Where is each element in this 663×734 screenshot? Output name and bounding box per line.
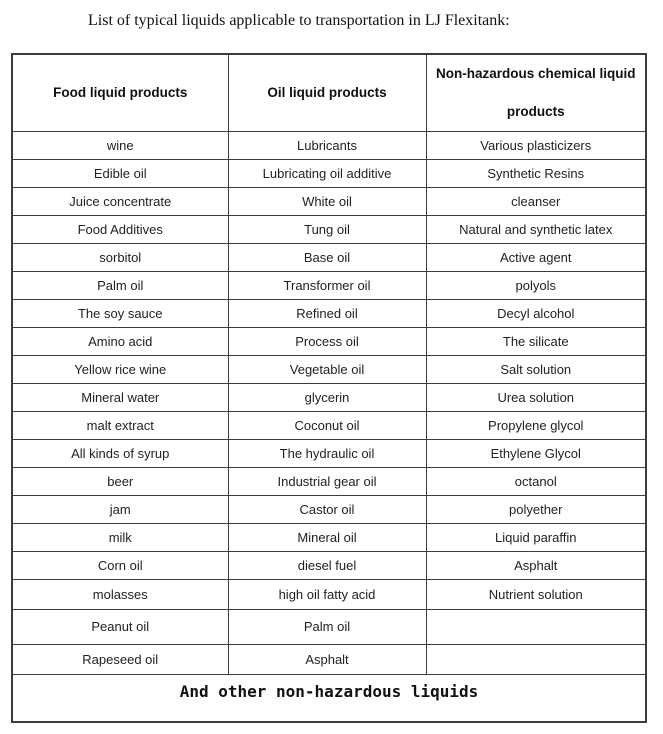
table-cell: Food Additives (11, 214, 229, 244)
table-cell: Lubricants (227, 130, 427, 160)
table-row: beer Industrial gear oil octanol (11, 466, 647, 496)
table-row: Edible oil Lubricating oil additive Synt… (11, 158, 647, 188)
table-cell: Nutrient solution (425, 578, 647, 610)
table-cell: Tung oil (227, 214, 427, 244)
table-row: Palm oil Transformer oil polyols (11, 270, 647, 300)
table-cell: All kinds of syrup (11, 438, 229, 468)
table-row: Food Additives Tung oil Natural and synt… (11, 214, 647, 244)
table-row: Amino acid Process oil The silicate (11, 326, 647, 356)
table-cell: Rapeseed oil (11, 643, 229, 675)
table-cell: Active agent (425, 242, 647, 272)
table-cell: Yellow rice wine (11, 354, 229, 384)
table-cell: Palm oil (227, 608, 427, 645)
table-cell: wine (11, 130, 229, 160)
table-cell: Synthetic Resins (425, 158, 647, 188)
table-cell: Amino acid (11, 326, 229, 356)
table-cell: Coconut oil (227, 410, 427, 440)
page-title: List of typical liquids applicable to tr… (88, 12, 510, 29)
table-cell: Corn oil (11, 550, 229, 580)
table-cell: milk (11, 522, 229, 552)
header-food-liquid-products: Food liquid products (11, 53, 229, 132)
table-row: wine Lubricants Various plasticizers (11, 130, 647, 160)
table-row: The soy sauce Refined oil Decyl alcohol (11, 298, 647, 328)
table-cell: malt extract (11, 410, 229, 440)
table-cell: Asphalt (425, 550, 647, 580)
table-cell: Process oil (227, 326, 427, 356)
table-cell: Mineral water (11, 382, 229, 412)
header-non-hazardous-chemical: Non-hazardous chemical liquid products (425, 53, 647, 132)
table-cell: The hydraulic oil (227, 438, 427, 468)
table-cell: Various plasticizers (425, 130, 647, 160)
table-cell: sorbitol (11, 242, 229, 272)
table-cell: Refined oil (227, 298, 427, 328)
table-cell (425, 643, 647, 675)
table-row: Juice concentrate White oil cleanser (11, 186, 647, 216)
table-cell: Juice concentrate (11, 186, 229, 216)
table-cell: Propylene glycol (425, 410, 647, 440)
table-cell: The silicate (425, 326, 647, 356)
table-cell: molasses (11, 578, 229, 610)
table-cell: Decyl alcohol (425, 298, 647, 328)
table-row: All kinds of syrup The hydraulic oil Eth… (11, 438, 647, 468)
table-row: jam Castor oil polyether (11, 494, 647, 524)
table-cell: glycerin (227, 382, 427, 412)
table-cell: Asphalt (227, 643, 427, 675)
table-row: milk Mineral oil Liquid paraffin (11, 522, 647, 552)
table-cell: Vegetable oil (227, 354, 427, 384)
table-row: Rapeseed oil Asphalt (11, 643, 647, 675)
table-cell: Peanut oil (11, 608, 229, 645)
table-footer-row: And other non-hazardous liquids (11, 673, 647, 723)
table-cell (425, 608, 647, 645)
table-row: Peanut oil Palm oil (11, 608, 647, 645)
table-row: Mineral water glycerin Urea solution (11, 382, 647, 412)
table-cell: White oil (227, 186, 427, 216)
table-cell: Edible oil (11, 158, 229, 188)
table-cell: Base oil (227, 242, 427, 272)
table-cell: Transformer oil (227, 270, 427, 300)
table-row: Yellow rice wine Vegetable oil Salt solu… (11, 354, 647, 384)
table-row: molasses high oil fatty acid Nutrient so… (11, 578, 647, 610)
table-cell: Salt solution (425, 354, 647, 384)
other-liquids-note: And other non-hazardous liquids (11, 673, 647, 723)
table-cell: octanol (425, 466, 647, 496)
table-cell: high oil fatty acid (227, 578, 427, 610)
table-cell: Castor oil (227, 494, 427, 524)
table-row: malt extract Coconut oil Propylene glyco… (11, 410, 647, 440)
header-oil-liquid-products: Oil liquid products (227, 53, 427, 132)
table-cell: polyether (425, 494, 647, 524)
table-cell: diesel fuel (227, 550, 427, 580)
table-cell: Industrial gear oil (227, 466, 427, 496)
table-cell: cleanser (425, 186, 647, 216)
table-cell: Urea solution (425, 382, 647, 412)
table-cell: Mineral oil (227, 522, 427, 552)
table-cell: Palm oil (11, 270, 229, 300)
table-row: Corn oil diesel fuel Asphalt (11, 550, 647, 580)
liquids-table: Food liquid products Oil liquid products… (11, 53, 647, 724)
table-cell: jam (11, 494, 229, 524)
table-cell: Natural and synthetic latex (425, 214, 647, 244)
table-cell: Lubricating oil additive (227, 158, 427, 188)
table-cell: Liquid paraffin (425, 522, 647, 552)
table-cell: The soy sauce (11, 298, 229, 328)
table-row: sorbitol Base oil Active agent (11, 242, 647, 272)
table-cell: polyols (425, 270, 647, 300)
table-cell: Ethylene Glycol (425, 438, 647, 468)
table-cell: beer (11, 466, 229, 496)
table-header-row: Food liquid products Oil liquid products… (11, 53, 647, 132)
